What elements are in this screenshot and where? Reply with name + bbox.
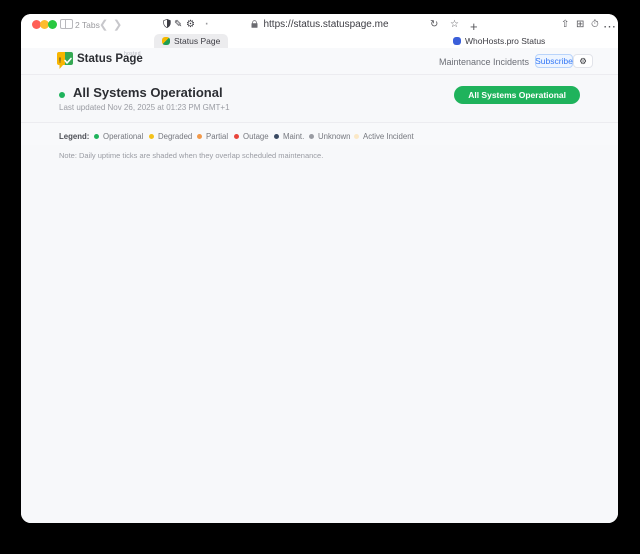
svg-text:!: ! [59,56,62,65]
